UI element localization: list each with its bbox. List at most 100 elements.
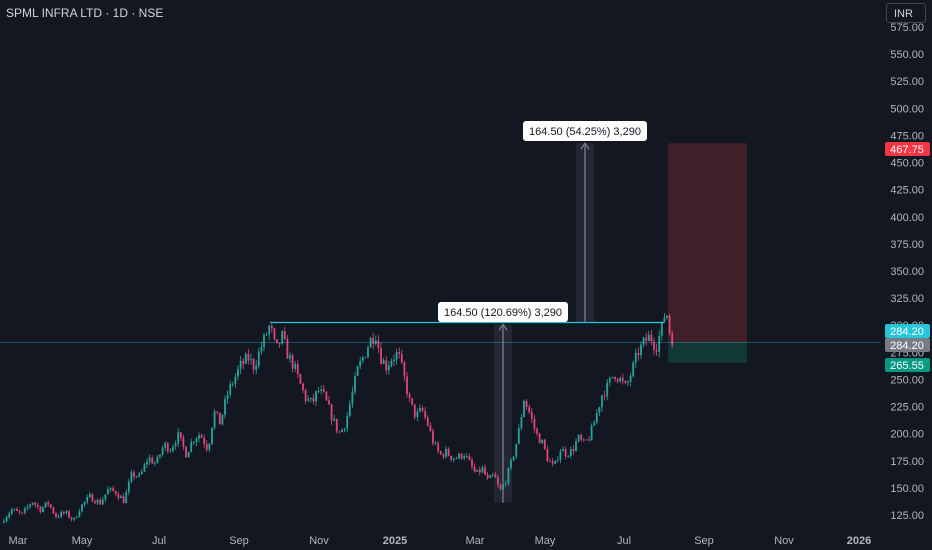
candle-body: [192, 441, 195, 443]
candle-body: [122, 496, 125, 504]
measure-label: 164.50 (120.69%) 3,290: [438, 302, 568, 322]
candle-body: [16, 508, 18, 511]
candle-body: [101, 499, 104, 505]
candle-body: [195, 438, 198, 442]
candle-body: [221, 414, 224, 425]
candle-body: [450, 455, 453, 460]
candle-body: [489, 475, 492, 479]
candle-body: [580, 434, 583, 440]
candle-body: [75, 516, 78, 518]
price-level-value: 284.20: [890, 326, 924, 338]
candle-body: [26, 506, 29, 509]
measure-arrow-head: [498, 323, 508, 331]
candle-body: [83, 501, 86, 505]
candle-body: [49, 504, 52, 508]
candle-body: [78, 511, 81, 517]
candle-body: [60, 511, 63, 517]
candle-body: [166, 443, 169, 452]
candle-body: [172, 446, 174, 451]
x-tick-label: Jul: [152, 535, 166, 547]
candle-body: [265, 334, 268, 336]
y-tick-label: 425.00: [890, 185, 924, 197]
candle-body: [242, 360, 245, 364]
candle-body: [114, 490, 117, 495]
candle-body: [164, 443, 167, 448]
candle-body: [120, 496, 122, 498]
candle-body: [616, 379, 619, 382]
candle-body: [634, 352, 637, 363]
currency-selector[interactable]: INR: [886, 3, 926, 23]
candle-body: [413, 404, 416, 417]
candle-body: [94, 501, 96, 504]
candle-body: [125, 492, 128, 504]
candle-body: [611, 376, 614, 378]
candle-body: [343, 428, 346, 430]
x-tick-label: Nov: [309, 535, 329, 547]
candle-body: [606, 382, 609, 397]
chart-title: SPML INFRA LTD · 1D · NSE: [6, 6, 164, 20]
candle-body: [133, 472, 135, 477]
candle-body: [23, 508, 26, 513]
candle-body: [13, 508, 16, 510]
candle-body: [109, 487, 112, 490]
candle-body: [533, 418, 536, 429]
candle-body: [356, 366, 359, 377]
candle-body: [387, 365, 390, 371]
candle-body: [582, 439, 585, 441]
candle-body: [55, 513, 57, 518]
candle-body: [29, 504, 31, 507]
candle-body: [211, 427, 213, 444]
candle-body: [39, 506, 42, 513]
candle-body: [177, 432, 180, 444]
candle-body: [408, 394, 411, 399]
y-tick-label: 150.00: [890, 483, 924, 495]
candle-body: [588, 439, 590, 441]
candle-body: [530, 412, 533, 419]
candle-body: [18, 510, 21, 513]
measure-arrow-head: [580, 142, 590, 150]
candle-body: [671, 333, 674, 346]
candle-body: [445, 448, 447, 457]
y-tick-label: 575.00: [890, 22, 924, 34]
candle-body: [151, 457, 154, 464]
candle-body: [468, 456, 471, 460]
x-tick-label: Jul: [617, 535, 631, 547]
candle-body: [226, 394, 229, 400]
candle-body: [36, 504, 39, 507]
candle-body: [629, 375, 632, 382]
candle-body: [621, 377, 624, 381]
candle-body: [229, 384, 232, 395]
candle-body: [260, 347, 263, 352]
candle-body: [473, 466, 476, 472]
candle-body: [390, 361, 393, 366]
candle-body: [200, 435, 203, 438]
candle-body: [484, 467, 486, 475]
price-level-badge-bg: [885, 338, 930, 352]
candle-body: [538, 433, 541, 444]
candle-body: [307, 399, 310, 401]
candle-body: [44, 502, 47, 508]
y-tick-label: 450.00: [890, 158, 924, 170]
candle-body: [330, 404, 333, 421]
candle-body: [377, 340, 380, 349]
candle-body: [598, 407, 601, 413]
target-zone: [668, 143, 747, 343]
candle-body: [481, 467, 484, 473]
candle-body: [491, 474, 494, 476]
candle-body: [328, 400, 330, 405]
candle-body: [463, 456, 466, 459]
candle-body: [278, 342, 281, 344]
candle-body: [99, 499, 102, 505]
candle-body: [146, 461, 148, 465]
candle-body: [515, 443, 518, 457]
x-tick-label: May: [72, 535, 93, 547]
candle-body: [476, 469, 479, 472]
candle-body: [523, 401, 525, 417]
candle-body: [520, 416, 523, 429]
candle-body: [42, 507, 44, 513]
candle-body: [73, 517, 76, 520]
candle-body: [421, 408, 424, 411]
candle-body: [512, 456, 515, 461]
candle-body: [3, 521, 5, 523]
